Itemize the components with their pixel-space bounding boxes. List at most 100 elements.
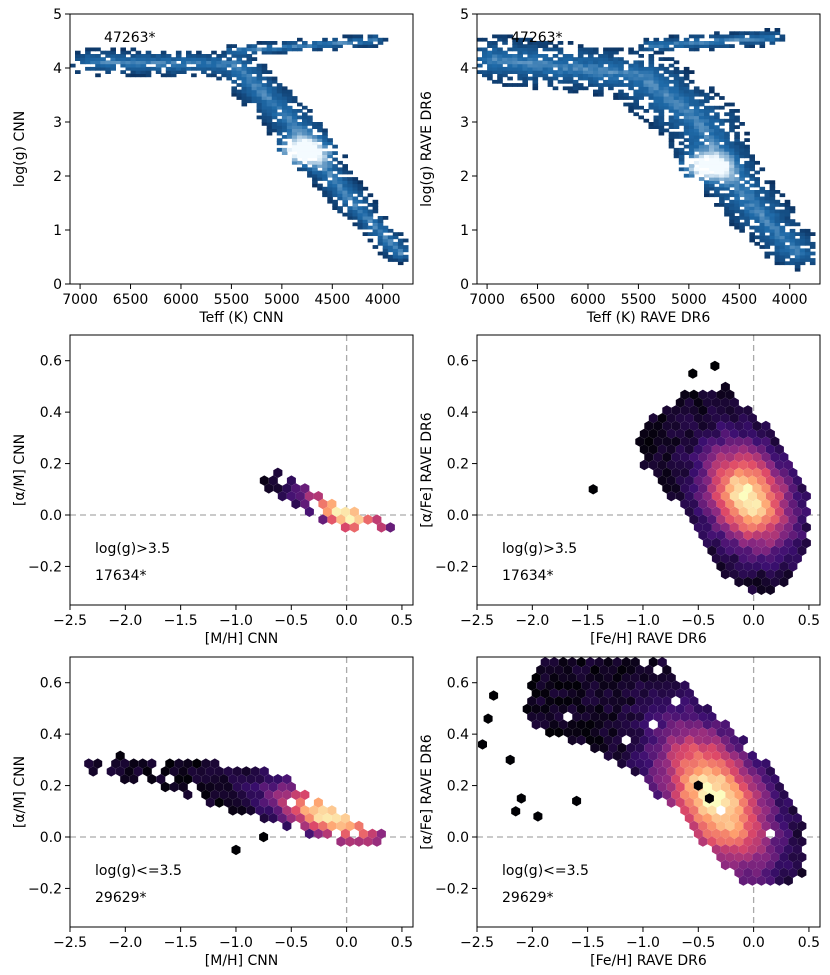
hexbin-cell	[340, 506, 350, 517]
heatmap-cell	[522, 70, 528, 74]
hexbin-cell	[286, 781, 296, 793]
heatmap-cell	[266, 105, 273, 110]
hexbin-cell	[684, 750, 694, 761]
heatmap-cell	[643, 109, 650, 113]
heatmap-cell	[588, 57, 594, 61]
heatmap-cell	[130, 73, 137, 78]
heatmap-cell	[236, 50, 243, 55]
heatmap-cell	[261, 105, 268, 110]
heatmap-cell	[241, 47, 248, 52]
heatmap-cell	[276, 105, 283, 110]
heatmap-cell	[693, 89, 700, 94]
hexbin-cell	[675, 459, 685, 471]
heatmap-cell	[145, 70, 152, 74]
heatmap-cell	[759, 186, 766, 191]
heatmap-cell	[799, 238, 806, 243]
heatmap-cell	[623, 102, 629, 107]
heatmap-cell	[487, 57, 493, 61]
heatmap-cell	[362, 219, 369, 223]
heatmap-cell	[165, 54, 172, 58]
heatmap-cell	[754, 241, 760, 246]
heatmap-cell	[352, 199, 359, 204]
heatmap-cell	[186, 66, 192, 71]
heatmap-cell	[734, 131, 740, 136]
hexbin-cell	[725, 774, 735, 785]
hexbin-cell	[617, 680, 627, 691]
heatmap-cell	[291, 147, 298, 152]
heatmap-cell	[724, 209, 730, 214]
heatmap-cell	[693, 154, 700, 159]
heatmap-cell	[789, 235, 796, 240]
heatmap-cell	[362, 216, 369, 220]
heatmap-cell	[734, 199, 740, 204]
hexbin-cell	[774, 797, 784, 808]
heatmap-cell	[754, 34, 760, 39]
hexbin-cell	[698, 483, 708, 494]
hexbin-cell	[725, 452, 735, 463]
hexbin-cell	[680, 789, 690, 800]
hexbin-cell	[684, 813, 694, 824]
heatmap-cell	[322, 173, 328, 178]
hexbin-cell	[761, 561, 771, 572]
hexbin-cell	[720, 719, 730, 730]
heatmap-cell	[537, 66, 544, 71]
heatmap-cell	[547, 41, 554, 45]
heatmap-cell	[759, 232, 766, 236]
heatmap-cell	[140, 73, 147, 78]
x-tick-label: −2.0	[108, 613, 142, 629]
y-tick-label: 0.6	[40, 676, 62, 692]
hexbin-cell	[648, 459, 658, 471]
heatmap-cell	[744, 138, 750, 142]
heatmap-cell	[327, 170, 333, 175]
hexbin-cell	[783, 859, 793, 871]
hexbin-cell	[653, 727, 663, 738]
heatmap-cell	[688, 131, 695, 136]
heatmap-cell	[291, 122, 298, 126]
hexbin-cell	[788, 820, 798, 832]
heatmap-cell	[522, 79, 528, 84]
heatmap-cell	[663, 99, 670, 104]
hexbin-cell	[626, 711, 636, 722]
hexbin-cell	[545, 664, 555, 676]
heatmap-cell	[337, 186, 343, 191]
hexbin-cell	[729, 797, 739, 808]
heatmap-cell	[110, 63, 116, 68]
heatmap-cell	[286, 115, 293, 120]
heatmap-cell	[527, 60, 533, 65]
heatmap-cell	[714, 170, 720, 175]
heatmap-cell	[497, 47, 503, 52]
heatmap-cell	[572, 79, 579, 84]
heatmap-cell	[221, 60, 227, 65]
heatmap-cell	[693, 131, 700, 136]
hexbin-cell	[716, 498, 726, 510]
heatmap-cell	[588, 70, 594, 74]
heatmap-cell	[668, 57, 675, 61]
hexbin-cell	[756, 797, 766, 808]
heatmap-cell	[322, 193, 328, 198]
hexbin-cell	[756, 537, 766, 549]
heatmap-cell	[402, 254, 409, 259]
hexbin-cell	[761, 514, 771, 525]
heatmap-cell	[140, 54, 147, 58]
hexbin-cell	[205, 766, 215, 777]
hexbin-cell	[743, 467, 753, 478]
heatmap-cell	[562, 86, 569, 91]
hexbin-cell	[725, 742, 735, 754]
heatmap-cell	[693, 109, 700, 113]
heatmap-cell	[342, 41, 348, 45]
heatmap-cell	[105, 50, 111, 55]
heatmap-cell	[749, 44, 755, 48]
hexbin-cell	[702, 397, 712, 408]
heatmap-cell	[683, 89, 690, 94]
heatmap-cell	[729, 173, 735, 178]
x-tick-label: −2.0	[515, 935, 549, 951]
heatmap-cell	[784, 209, 791, 214]
heatmap-cell	[291, 125, 298, 129]
heatmap-cell	[582, 50, 589, 55]
hexbin-cell	[630, 688, 640, 699]
heatmap-cell	[517, 70, 523, 74]
hexbin-cell	[716, 420, 726, 432]
hexbin-cell	[747, 766, 757, 777]
heatmap-cell	[517, 44, 523, 48]
heatmap-cell	[552, 63, 559, 68]
